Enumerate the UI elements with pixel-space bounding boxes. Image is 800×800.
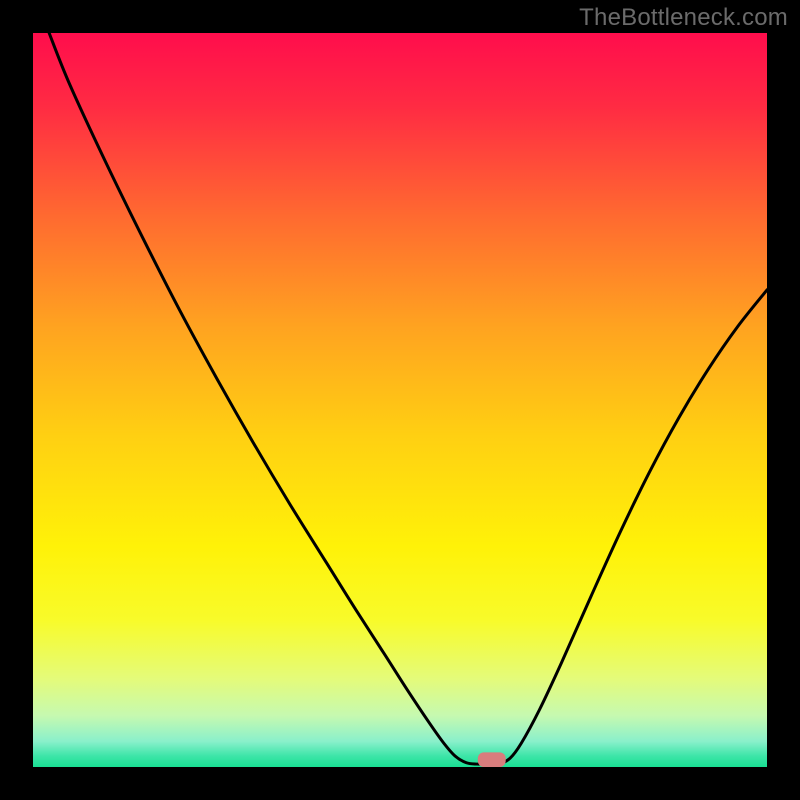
bottleneck-chart bbox=[0, 0, 800, 800]
optimal-marker bbox=[478, 752, 506, 767]
watermark-text: TheBottleneck.com bbox=[579, 4, 788, 32]
plot-background bbox=[33, 33, 767, 767]
